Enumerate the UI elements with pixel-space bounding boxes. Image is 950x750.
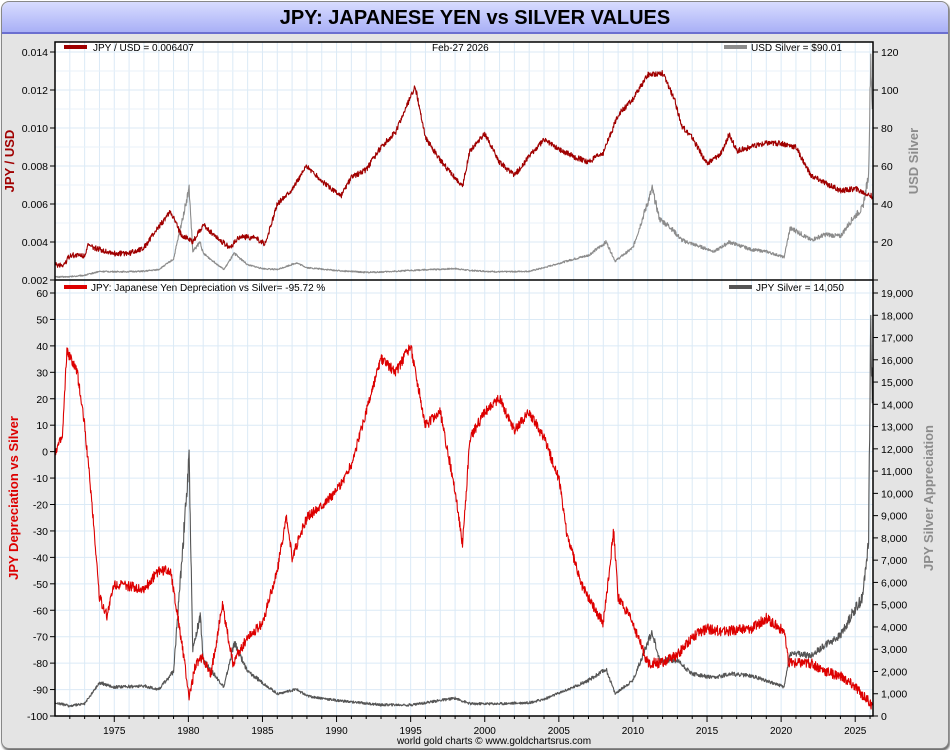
plot-border <box>54 41 874 717</box>
x-tick-label: 2005 <box>548 726 571 737</box>
x-tick-label: 1985 <box>251 726 274 737</box>
y2-tick-label: 40 <box>881 199 893 211</box>
legend-usdsilver: USD Silver = $90.01 <box>751 43 842 54</box>
y2-tick-label: 14,000 <box>881 399 913 411</box>
y-tick-label: 20 <box>36 394 48 406</box>
grid <box>55 42 873 717</box>
series-line-jpy-usd <box>54 70 873 268</box>
chart-title: JPY: JAPANESE YEN vs SILVER VALUES <box>2 2 948 34</box>
y2-tick-label: 8,000 <box>881 533 907 545</box>
y-axis-label-depreciation: JPY Depreciation vs Silver <box>6 416 21 580</box>
y-tick-label: 0.008 <box>22 161 48 173</box>
y-axis-label-jpyusd: JPY / USD <box>2 130 17 193</box>
y2-tick-label: 19,000 <box>881 288 913 300</box>
x-tick-label: 1995 <box>400 726 423 737</box>
y-tick-label: 0.012 <box>22 85 48 97</box>
y2-tick-label: 60 <box>881 161 893 173</box>
y2-tick-label: 9,000 <box>881 511 907 523</box>
y-tick-label: -90 <box>33 685 48 697</box>
y2-tick-label: 3,000 <box>881 644 907 656</box>
chart-date: Feb-27 2026 <box>432 43 489 54</box>
x-tick-label: 2020 <box>770 726 793 737</box>
x-tick-label: 2025 <box>844 726 867 737</box>
y-tick-label: -60 <box>33 605 48 617</box>
y-tick-label: -40 <box>33 552 48 564</box>
y2-tick-label: 120 <box>881 47 899 59</box>
y-tick-label: 0.004 <box>22 237 48 249</box>
legend-top: JPY / USD = 0.006407 Feb-27 2026 USD Sil… <box>64 43 842 54</box>
y2-tick-label: 12,000 <box>881 444 913 456</box>
x-tick-label: 1980 <box>177 726 200 737</box>
y-tick-label: 50 <box>36 314 48 326</box>
legend-depreciation: JPY: Japanese Yen Depreciation vs Silver… <box>91 283 325 294</box>
series-line-usd-silver <box>54 53 873 279</box>
x-tick-label: 2010 <box>622 726 645 737</box>
y-tick-label: 40 <box>36 341 48 353</box>
y-tick-label: 0.002 <box>22 275 48 287</box>
y-tick-label: 10 <box>36 420 48 432</box>
y-tick-label: -30 <box>33 526 48 538</box>
y-tick-label: 0.010 <box>22 123 48 135</box>
y2-tick-label: 7,000 <box>881 555 907 567</box>
legend-bottom: JPY: Japanese Yen Depreciation vs Silver… <box>64 283 844 294</box>
y2-axis-label-jpysilver: JPY Silver Appreciation <box>921 425 936 571</box>
y2-axis-label-usdsilver: USD Silver <box>906 128 921 194</box>
y2-tick-label: 11,000 <box>881 466 912 478</box>
y2-tick-label: 15,000 <box>881 377 913 389</box>
legend-jpysilver: JPY Silver = 14,050 <box>756 283 844 294</box>
y2-tick-label: 1,000 <box>881 689 907 701</box>
y2-tick-label: 2,000 <box>881 666 907 678</box>
series-lines <box>54 53 873 710</box>
y-tick-label: -10 <box>33 473 48 485</box>
y-tick-label: -70 <box>33 632 48 644</box>
y2-tick-label: 80 <box>881 123 893 135</box>
series-line-jpy-depreciation-vs-silver <box>54 344 873 710</box>
y2-tick-label: 18,000 <box>881 310 913 322</box>
y-tick-label: -100 <box>27 711 48 723</box>
y2-tick-label: 17,000 <box>881 333 913 345</box>
y-tick-label: 30 <box>36 367 48 379</box>
y2-tick-label: 13,000 <box>881 422 913 434</box>
y2-tick-label: 10,000 <box>881 488 913 500</box>
y-tick-label: -20 <box>33 500 48 512</box>
footer-credit: world gold charts © www.goldchartsrus.co… <box>396 736 591 747</box>
series-line-jpy-silver <box>54 314 873 708</box>
y2-tick-label: 6,000 <box>881 577 907 589</box>
y2-tick-label: 100 <box>881 85 899 97</box>
x-tick-label: 2015 <box>696 726 719 737</box>
x-tick-label: 1990 <box>325 726 348 737</box>
y2-tick-label: 16,000 <box>881 355 913 367</box>
y-tick-label: -50 <box>33 579 48 591</box>
legend-jpyusd: JPY / USD = 0.006407 <box>93 43 194 54</box>
y-tick-label: 0.006 <box>22 199 48 211</box>
y-tick-label: -80 <box>33 658 48 670</box>
x-tick-label: 1975 <box>103 726 126 737</box>
y-tick-label: 0 <box>42 447 48 459</box>
y2-tick-label: 20 <box>881 237 893 249</box>
y-tick-label: 0.014 <box>22 47 48 59</box>
y2-tick-label: 5,000 <box>881 600 907 612</box>
y-tick-label: 60 <box>36 288 48 300</box>
y2-tick-label: 4,000 <box>881 622 907 634</box>
x-tick-label: 2000 <box>474 726 497 737</box>
y2-tick-label: 0 <box>881 711 887 723</box>
axes: 1975 1980 1985 1990 1995 2000 2005 2010 2015 2020… <box>22 47 914 737</box>
